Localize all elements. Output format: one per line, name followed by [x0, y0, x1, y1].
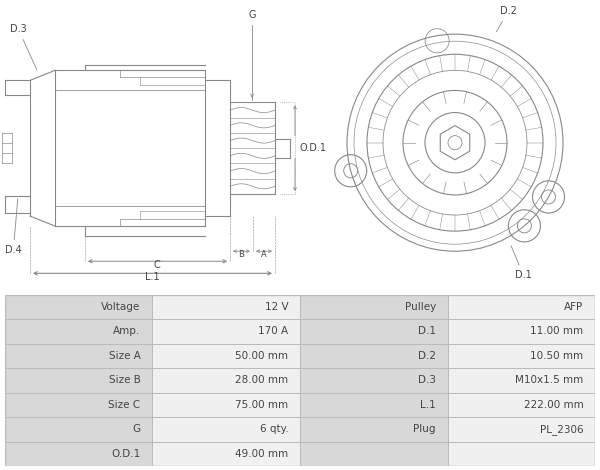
Text: O.D.1: O.D.1 [300, 143, 327, 153]
FancyBboxPatch shape [5, 368, 152, 393]
Text: Size C: Size C [109, 400, 140, 410]
Text: D.1: D.1 [418, 327, 436, 337]
Text: O.D.1: O.D.1 [112, 449, 140, 459]
Text: C: C [154, 260, 160, 270]
Text: 222.00 mm: 222.00 mm [524, 400, 583, 410]
FancyBboxPatch shape [5, 417, 152, 442]
FancyBboxPatch shape [448, 368, 595, 393]
Text: D.1: D.1 [511, 246, 532, 280]
FancyBboxPatch shape [300, 344, 448, 368]
FancyBboxPatch shape [448, 295, 595, 319]
Text: 11.00 mm: 11.00 mm [530, 327, 583, 337]
FancyBboxPatch shape [152, 295, 300, 319]
Text: D.3: D.3 [418, 376, 436, 385]
FancyBboxPatch shape [448, 417, 595, 442]
FancyBboxPatch shape [300, 442, 448, 466]
FancyBboxPatch shape [152, 319, 300, 344]
FancyBboxPatch shape [152, 417, 300, 442]
FancyBboxPatch shape [5, 295, 152, 319]
Text: B: B [238, 250, 244, 259]
FancyBboxPatch shape [152, 442, 300, 466]
Text: 28.00 mm: 28.00 mm [235, 376, 288, 385]
Text: G: G [248, 10, 256, 20]
FancyBboxPatch shape [448, 393, 595, 417]
FancyBboxPatch shape [152, 344, 300, 368]
FancyBboxPatch shape [448, 344, 595, 368]
Text: PL_2306: PL_2306 [540, 424, 583, 435]
Text: AFP: AFP [564, 302, 583, 312]
Text: 49.00 mm: 49.00 mm [235, 449, 288, 459]
Text: 50.00 mm: 50.00 mm [235, 351, 288, 361]
FancyBboxPatch shape [448, 442, 595, 466]
FancyBboxPatch shape [5, 442, 152, 466]
FancyBboxPatch shape [152, 368, 300, 393]
Text: L.1: L.1 [145, 272, 160, 282]
Text: D.4: D.4 [5, 199, 22, 255]
FancyBboxPatch shape [300, 417, 448, 442]
Text: Amp.: Amp. [113, 327, 140, 337]
FancyBboxPatch shape [448, 319, 595, 344]
Text: D.3: D.3 [10, 24, 37, 70]
Text: D.2: D.2 [418, 351, 436, 361]
Text: G: G [133, 424, 140, 434]
FancyBboxPatch shape [300, 368, 448, 393]
Text: 170 A: 170 A [258, 327, 288, 337]
Text: Plug: Plug [413, 424, 436, 434]
Text: L.1: L.1 [420, 400, 436, 410]
Text: A: A [261, 250, 267, 259]
FancyBboxPatch shape [300, 295, 448, 319]
FancyBboxPatch shape [5, 344, 152, 368]
Text: 10.50 mm: 10.50 mm [530, 351, 583, 361]
FancyBboxPatch shape [152, 393, 300, 417]
Text: Size A: Size A [109, 351, 140, 361]
Text: 12 V: 12 V [265, 302, 288, 312]
FancyBboxPatch shape [5, 319, 152, 344]
Text: D.2: D.2 [496, 6, 517, 32]
Text: 6 qty.: 6 qty. [260, 424, 288, 434]
FancyBboxPatch shape [300, 393, 448, 417]
Text: Pulley: Pulley [404, 302, 436, 312]
FancyBboxPatch shape [300, 319, 448, 344]
Text: Size B: Size B [109, 376, 140, 385]
FancyBboxPatch shape [5, 393, 152, 417]
Text: 75.00 mm: 75.00 mm [235, 400, 288, 410]
Text: M10x1.5 mm: M10x1.5 mm [515, 376, 583, 385]
Text: Voltage: Voltage [101, 302, 140, 312]
